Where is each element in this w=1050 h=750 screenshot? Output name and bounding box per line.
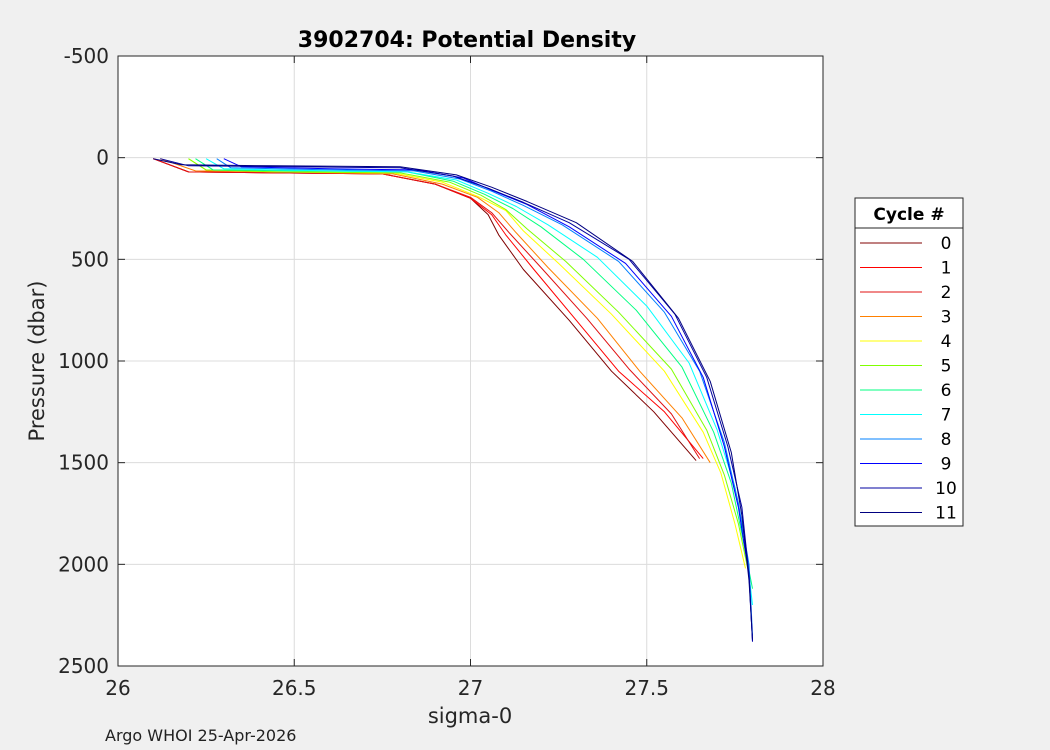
legend-label-cycle-7: 7	[941, 406, 952, 426]
x-tick-label: 27	[458, 676, 483, 700]
y-tick-label: 500	[71, 247, 109, 271]
series-lines	[153, 158, 753, 642]
legend-label-cycle-6: 6	[941, 381, 952, 401]
series-line-cycle-2	[153, 158, 701, 459]
legend-label-cycle-10: 10	[935, 479, 957, 499]
series-line-cycle-11	[153, 158, 753, 640]
y-tick-label: 2000	[58, 552, 109, 576]
footer-note: Argo WHOI 25-Apr-2026	[105, 726, 297, 745]
x-tick-label: 26.5	[272, 676, 317, 700]
x-axis-label: sigma-0	[428, 704, 512, 728]
legend-label-cycle-3: 3	[941, 308, 952, 328]
legend-label-cycle-8: 8	[941, 430, 952, 450]
legend: Cycle # 0 1 2 3 4 5 6 7 8 9 10 11	[854, 197, 964, 527]
grid-lines	[118, 56, 823, 666]
x-tick-label: 26	[105, 676, 130, 700]
series-line-cycle-9	[223, 158, 753, 642]
axis-ticks: 26 26.5 27 27.5 28 -500 0 500 1000 1500 2000 2500	[58, 44, 836, 700]
x-tick-label: 28	[810, 676, 835, 700]
y-tick-label: 1500	[58, 451, 109, 475]
y-tick-label: 2500	[58, 654, 109, 678]
legend-label-cycle-4: 4	[941, 332, 952, 352]
legend-label-cycle-2: 2	[941, 283, 952, 303]
chart-title: 3902704: Potential Density	[298, 28, 636, 53]
y-tick-label: 1000	[58, 349, 109, 373]
legend-box	[854, 197, 964, 527]
legend-label-cycle-11: 11	[935, 504, 957, 524]
legend-title: Cycle #	[873, 205, 944, 225]
x-tick-label: 27.5	[624, 676, 669, 700]
legend-label-cycle-9: 9	[941, 455, 952, 475]
y-tick-label: -500	[64, 44, 109, 68]
y-axis-label: Pressure (dbar)	[25, 281, 49, 442]
series-line-cycle-5	[188, 158, 750, 575]
y-tick-label: 0	[96, 146, 109, 170]
legend-label-cycle-1: 1	[941, 259, 952, 279]
legend-label-cycle-5: 5	[941, 357, 952, 377]
legend-entries: 0 1 2 3 4 5 6 7 8 9 10 11	[860, 234, 957, 524]
series-line-cycle-8	[216, 158, 753, 636]
legend-label-cycle-0: 0	[941, 234, 952, 254]
